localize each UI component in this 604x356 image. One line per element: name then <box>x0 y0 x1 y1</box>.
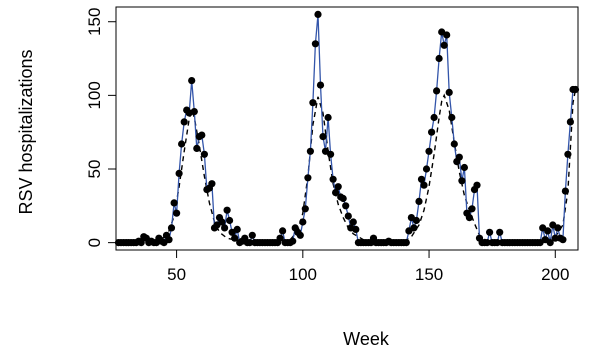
data-point <box>349 218 357 226</box>
data-point <box>279 227 287 235</box>
x-tick-label: 100 <box>289 265 317 284</box>
data-point <box>200 150 208 158</box>
data-point <box>314 10 322 18</box>
data-point <box>493 239 501 247</box>
x-axis-label: Week <box>343 329 390 349</box>
data-point <box>180 118 188 126</box>
data-point <box>496 228 504 236</box>
data-point <box>316 81 325 89</box>
data-point <box>486 228 494 236</box>
y-tick-label: 150 <box>85 8 104 36</box>
data-point <box>460 163 468 172</box>
data-point <box>188 77 196 85</box>
fitted-series <box>118 89 577 244</box>
data-point <box>571 85 580 94</box>
data-point <box>425 147 433 155</box>
data-point <box>430 113 438 122</box>
data-point <box>329 175 337 183</box>
data-point <box>178 140 186 148</box>
data-point <box>417 175 426 183</box>
data-point <box>165 236 173 244</box>
data-point <box>561 187 570 195</box>
data-point <box>226 216 234 225</box>
x-tick-label: 200 <box>541 265 569 284</box>
data-point <box>301 205 309 213</box>
data-point <box>412 216 420 225</box>
data-point <box>551 234 559 242</box>
data-point <box>544 227 552 235</box>
data-point <box>339 194 347 203</box>
data-point <box>193 144 201 152</box>
data-point <box>435 54 443 63</box>
data-point <box>167 224 176 232</box>
data-point <box>564 150 572 158</box>
data-point <box>296 231 304 239</box>
data-point <box>352 225 360 233</box>
data-point <box>455 153 463 161</box>
data-point <box>566 118 575 126</box>
data-point <box>546 239 554 247</box>
observed-points <box>114 10 580 247</box>
data-point <box>458 177 466 185</box>
data-point <box>304 174 312 182</box>
data-point <box>306 147 314 155</box>
data-point <box>443 31 451 39</box>
data-point <box>344 212 352 220</box>
data-point <box>468 205 476 213</box>
data-point <box>311 40 319 48</box>
data-point <box>415 197 423 205</box>
data-point <box>170 199 178 207</box>
x-tick-label: 150 <box>415 265 443 284</box>
data-point <box>559 236 567 244</box>
y-tick-label: 50 <box>85 160 104 179</box>
data-point <box>450 140 458 148</box>
y-tick-label: 100 <box>85 81 104 109</box>
y-axis-label: RSV hospitalizations <box>16 49 36 214</box>
data-point <box>218 218 226 226</box>
data-point <box>175 169 183 177</box>
data-point <box>173 209 181 217</box>
plot-frame <box>115 6 579 251</box>
data-point <box>342 202 350 210</box>
data-point <box>445 88 453 96</box>
data-point <box>440 41 448 49</box>
data-point <box>420 181 428 189</box>
data-point <box>334 183 342 191</box>
x-axis: 50 100 150 200 <box>167 250 569 284</box>
data-point <box>309 99 317 107</box>
data-point <box>433 87 441 95</box>
data-point <box>221 224 229 232</box>
data-point <box>248 231 256 239</box>
data-point <box>190 108 198 116</box>
data-point <box>198 131 206 139</box>
data-point <box>208 180 216 188</box>
data-point <box>327 150 335 158</box>
y-axis: 0 50 100 150 <box>85 8 116 247</box>
data-point <box>422 165 431 173</box>
x-tick-label: 50 <box>167 265 186 284</box>
data-point <box>299 218 307 226</box>
data-point <box>231 234 239 242</box>
y-tick-label: 0 <box>85 238 104 247</box>
data-point <box>465 214 473 222</box>
data-point <box>246 239 254 247</box>
data-point <box>276 234 284 242</box>
data-point <box>554 224 562 232</box>
data-point <box>428 128 436 136</box>
data-point <box>483 239 491 247</box>
data-point <box>402 239 410 247</box>
data-point <box>448 113 456 122</box>
data-point <box>410 224 418 232</box>
data-point <box>319 133 327 141</box>
plot-border <box>115 6 579 251</box>
data-point <box>473 181 481 189</box>
fitted-line <box>118 89 577 244</box>
data-point <box>137 239 145 247</box>
data-point <box>233 225 241 233</box>
data-point <box>289 237 297 245</box>
data-point <box>324 113 332 122</box>
data-point <box>223 206 231 214</box>
data-point <box>332 189 340 197</box>
